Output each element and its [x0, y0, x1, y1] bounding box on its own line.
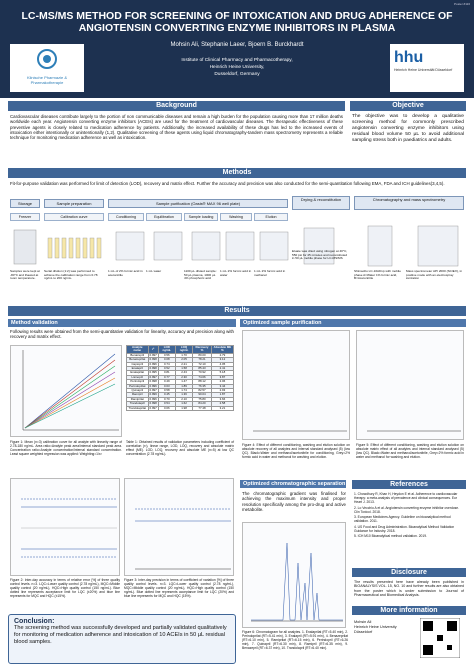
step: Washing: [220, 213, 252, 221]
stage: Sample purification (Oasis® MAX 96 well …: [108, 199, 288, 208]
table-row: Ramipril 0.999 0.45 1.36 90.04 1.87: [126, 392, 235, 398]
figure-caption: Figure 4: Effect of different conditioni…: [242, 443, 350, 459]
step: Freezer: [10, 213, 40, 221]
method-note: 1 mL water: [146, 269, 162, 273]
logo-icon: [37, 49, 57, 69]
table-caption: Table 1: Obtained results of validation …: [126, 440, 234, 456]
affiliation: Institute of Clinical Pharmacy and Pharm…: [100, 57, 374, 78]
step: Conditioning: [108, 213, 144, 221]
step: Equilibration: [146, 213, 182, 221]
table-header-row: Analyte name r² LOD ng/mL LOQ ng/mL Recovery…: [126, 345, 235, 354]
reference: 1. Chowdhury R, Khan H, Heydon E et al. …: [354, 492, 458, 504]
subsection-heading: Optimized sample purification: [240, 319, 466, 327]
section-heading: Disclosure: [352, 568, 466, 577]
chromatogram: [242, 522, 346, 628]
precision-figure: [124, 478, 234, 576]
logo-left-text: Klinische Pharmazie & Pharmakotherapie: [26, 75, 68, 85]
table-row: Lisinopril 0.997 0.77 2.30 74.66 3.87: [126, 374, 235, 381]
reference: 2. Lo Vecchio A et al. Angiotensin conve…: [354, 505, 460, 514]
step: Calibration curve: [44, 213, 104, 221]
method-note: 1 mL 2% formic acid in water: [220, 269, 252, 277]
section-heading: Objective: [350, 101, 466, 111]
authors: Mohsin Ali, Stephanie Laeer, Bjoern B. B…: [170, 42, 304, 48]
figure-caption: Figure 6: Chromatogram for all analytes.…: [242, 630, 348, 650]
title: LC-MS/MS METHOD FOR SCREENING OF INTOXIC…: [21, 10, 453, 34]
objective-text: The objective was to develop a qualitati…: [352, 114, 464, 143]
table-cell: Trandolaprilat: [126, 405, 149, 412]
figure-caption: Figure 3: Inter-day precision in terms o…: [124, 578, 234, 598]
method-note: Serial dilution (1:2) was performed to a…: [44, 269, 98, 281]
figure-caption: Figure 2: Inter-day accuracy in terms of…: [10, 578, 120, 598]
section-heading: Results: [8, 306, 466, 316]
reference: 5. ICH M10 Bioanalytical method validati…: [354, 534, 427, 538]
section-heading: Methods: [8, 168, 466, 178]
table-cell: 1.98: [174, 405, 194, 412]
logo-left: Klinische Pharmazie & Pharmakotherapie: [10, 44, 84, 92]
contact-line: Heinrich Heine University Düsseldorf: [354, 625, 397, 634]
contact: Mohsin Ali Heinrich Heine University Düs…: [354, 620, 414, 635]
calibration-figure: [10, 345, 122, 437]
validation-text: Following results were obtained from the…: [10, 329, 234, 340]
qr-code: [420, 618, 460, 658]
conclusion-text: The screening method was successfully de…: [14, 625, 227, 645]
poster-id: Poster #116: [454, 2, 470, 6]
conclusion-box: Conclusion: The screening method was suc…: [8, 614, 236, 664]
stage: Chromatography and mass spectrometry: [354, 196, 464, 210]
step: Elution: [254, 213, 288, 221]
contact-line: Mohsin Ali: [354, 620, 372, 624]
subsection-heading: Optimized chromatographic separation: [240, 480, 346, 488]
accuracy-figure: [10, 478, 120, 576]
affiliation-line: Heinrich Heine University,: [209, 65, 265, 70]
subsection-heading: Method validation: [8, 319, 236, 327]
table-cell: 0.66: [157, 405, 176, 412]
affiliation-line: Institute of Clinical Pharmacy and Pharm…: [181, 58, 293, 63]
recovery-figure: [242, 330, 350, 440]
figure-caption: Figure 1: Mean (n=3) calibration curve f…: [10, 440, 122, 456]
method-note: 1100 µL diluted sample: 50 µL plasma, 10…: [184, 269, 217, 281]
table-cell: 0.997: [147, 405, 159, 412]
method-note: Mass spectrometer API 2000 (SCIEX), in p…: [406, 269, 463, 281]
method-note: 1 mL of 2% formic acid in acetonitrile: [108, 269, 143, 277]
validation-table: Analyte name r² LOD ng/mL LOQ ng/mL Recovery…: [126, 345, 235, 412]
conclusion-heading: Conclusion:: [14, 618, 55, 625]
matrix-effect-figure: [356, 330, 464, 440]
section-heading: Background: [8, 101, 345, 111]
table: Analyte name r² LOD ng/mL LOQ ng/mL Recovery…: [126, 345, 235, 412]
table-row: Trandolaprilat 0.997 0.66 1.98 77.48 3.21: [126, 405, 235, 412]
logo-right-mark: hhu: [394, 49, 424, 66]
section-heading: More information: [352, 606, 466, 615]
reference: 3. European Medicines Agency. Guideline …: [354, 515, 451, 523]
method-note: Shimadzu LC-10ADvp with mobile phase A=W…: [354, 269, 401, 281]
logo-right: hhu Heinrich Heine Universität Düsseldor…: [390, 44, 464, 92]
section-heading: References: [352, 480, 466, 489]
step: Sample loading: [184, 213, 218, 221]
logo-right-text: Heinrich Heine Universität Düsseldorf: [394, 68, 453, 72]
affiliation-line: Dusseldorf, Germany: [214, 72, 260, 77]
methods-illustration: [13, 225, 459, 267]
table-cell: 77.48: [192, 405, 212, 412]
stage: Storage: [10, 199, 40, 208]
reference: 4. US Food and Drug Administration. Bioa…: [354, 524, 455, 533]
background-text: Cardiovascular diseases contribute large…: [10, 114, 343, 141]
figure-caption: Figure 5: Effect of different conditioni…: [356, 443, 464, 459]
disclosure-text: The results presented here have already …: [354, 580, 464, 598]
methods-text: Fit-for-purpose validation was performed…: [10, 181, 445, 186]
method-note: Eluate was dried using nitrogen at 40°C,…: [292, 249, 348, 261]
stage: Sample preparation: [44, 199, 104, 208]
chromatography-text: The chromatographic gradient was finalis…: [242, 491, 346, 512]
table-cell: 3.21: [210, 405, 235, 412]
method-note: 1 mL 2% formic acid in methanol: [254, 269, 286, 277]
stage: Drying & reconstitution: [292, 196, 350, 210]
method-note: Samples were kept at -80°C and thawed at…: [10, 269, 40, 281]
reference-list: 1. Chowdhury R, Khan H, Heydon E et al. …: [354, 492, 464, 540]
